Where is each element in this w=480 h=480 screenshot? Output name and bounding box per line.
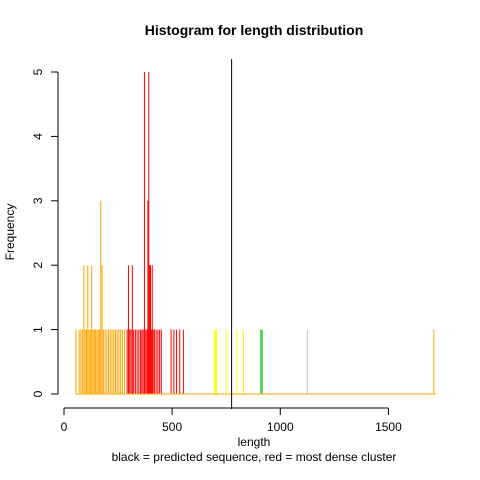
x-tick-label: 1000 [267, 420, 294, 434]
x-tick-label: 500 [162, 420, 182, 434]
y-tick-label: 5 [31, 68, 45, 75]
y-tick-label: 1 [31, 326, 45, 333]
y-tick-label: 3 [31, 197, 45, 204]
y-tick-label: 0 [31, 390, 45, 397]
bars-group [75, 72, 435, 394]
y-tick-label: 2 [31, 262, 45, 269]
chart-title: Histogram for length distribution [145, 22, 364, 38]
y-axis-ticks: 0 1 2 3 4 5 [31, 68, 58, 397]
x-tick-label: 0 [61, 420, 68, 434]
x-axis-sublabel: black = predicted sequence, red = most d… [112, 450, 397, 464]
x-tick-label: 1500 [375, 420, 402, 434]
y-axis-label: Frequency [3, 204, 17, 261]
y-tick-label: 4 [31, 133, 45, 140]
x-axis-label: length [238, 435, 271, 449]
x-axis-ticks: 0 500 1000 1500 [61, 408, 402, 434]
